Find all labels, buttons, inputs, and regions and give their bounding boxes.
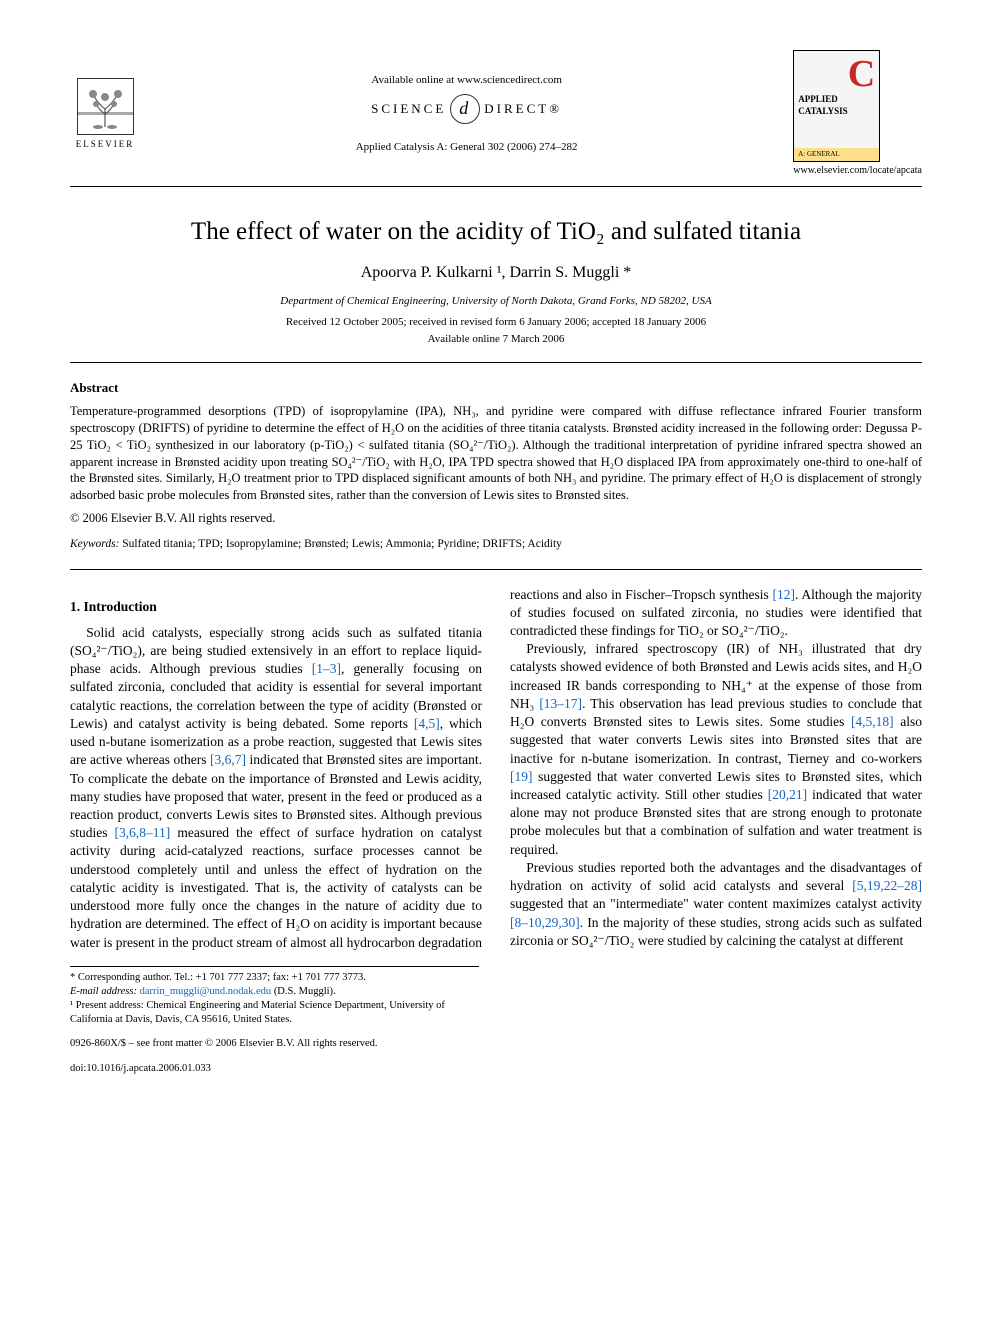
cite-4[interactable]: [3,6,8–11] [115,825,171,840]
journal-url: www.elsevier.com/locate/apcata [793,164,922,178]
dates-received: Received 12 October 2005; received in re… [70,315,922,330]
affiliation: Department of Chemical Engineering, Univ… [70,294,922,309]
cite-3[interactable]: [3,6,7] [210,752,246,767]
body-para-3: Previous studies reported both the advan… [510,859,922,950]
cite-2[interactable]: [4,5] [414,716,440,731]
article-title: The effect of water on the acidity of Ti… [70,215,922,249]
section-1-heading: 1. Introduction [70,598,482,616]
present-address: ¹ Present address: Chemical Engineering … [70,999,479,1027]
email-line: E-mail address: darrin_muggli@und.nodak.… [70,985,479,999]
footer-line-1: 0926-860X/$ – see front matter © 2006 El… [70,1037,922,1051]
elsevier-logo: ELSEVIER [70,74,140,154]
cite-1[interactable]: [1–3] [312,661,341,676]
authors: Apoorva P. Kulkarni ¹, Darrin S. Muggli … [70,262,922,284]
keywords-label: Keywords: [70,538,119,550]
journal-cover: C APPLIED CATALYSIS A: GENERAL [793,50,880,162]
abstract-heading: Abstract [70,379,922,397]
cover-c-icon: C [798,55,875,93]
email-after: (D.S. Muggli). [274,986,336,997]
header-center: Available online at www.sciencedirect.co… [140,73,793,155]
sd-right: DIRECT® [484,100,562,118]
body-columns: 1. Introduction Solid acid catalysts, es… [70,586,922,952]
footer-line-2: doi:10.1016/j.apcata.2006.01.033 [70,1062,922,1076]
journal-cover-block: C APPLIED CATALYSIS A: GENERAL www.elsev… [793,50,922,178]
cite-7[interactable]: [4,5,18] [851,714,894,729]
cover-title-1: APPLIED [798,93,875,105]
divider-top [70,362,922,363]
abstract-text: Temperature-programmed desorptions (TPD)… [70,403,922,504]
science-direct-d-icon: d [450,94,480,124]
email-label: E-mail address: [70,986,137,997]
elsevier-text: ELSEVIER [76,138,135,150]
footnotes: * Corresponding author. Tel.: +1 701 777… [70,966,479,1028]
sd-left: SCIENCE [371,100,446,118]
elsevier-tree-icon [77,78,134,135]
cite-9[interactable]: [20,21] [768,787,807,802]
cite-11[interactable]: [8–10,29,30] [510,915,580,930]
science-direct-logo: SCIENCE d DIRECT® [371,94,562,124]
cover-subtitle: A: GENERAL [794,148,879,161]
cite-10[interactable]: [5,19,22–28] [852,878,922,893]
body-para-2: Previously, infrared spectroscopy (IR) o… [510,640,922,859]
cite-8[interactable]: [19] [510,769,533,784]
keywords-text: Sulfated titania; TPD; Isopropylamine; B… [119,538,562,550]
journal-reference: Applied Catalysis A: General 302 (2006) … [140,140,793,155]
cite-5[interactable]: [12] [773,587,796,602]
cite-6[interactable]: [13–17] [539,696,582,711]
dates-online: Available online 7 March 2006 [70,332,922,347]
divider-bottom [70,569,922,570]
corresponding-author: * Corresponding author. Tel.: +1 701 777… [70,971,479,985]
page-header: ELSEVIER Available online at www.science… [70,50,922,187]
available-online-text: Available online at www.sciencedirect.co… [140,73,793,88]
email-address[interactable]: darrin_muggli@und.nodak.edu [137,986,274,997]
cover-title-2: CATALYSIS [798,105,875,117]
copyright-line: © 2006 Elsevier B.V. All rights reserved… [70,510,922,527]
keywords: Keywords: Sulfated titania; TPD; Isoprop… [70,537,922,553]
